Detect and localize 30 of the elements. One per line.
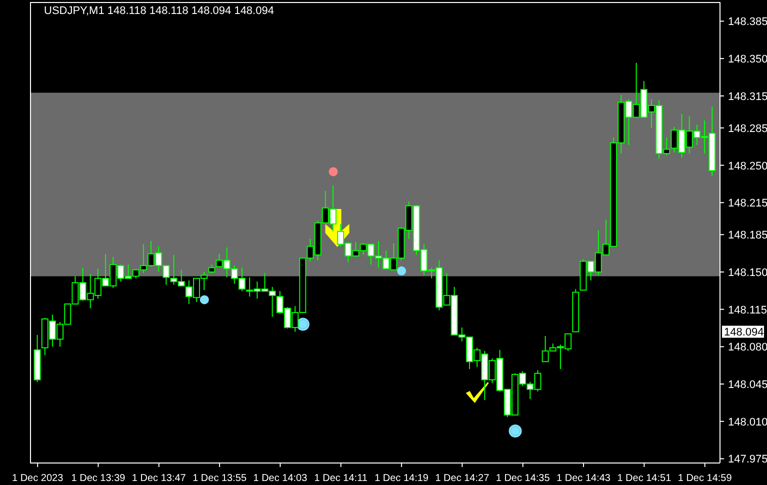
- x-tick-label: 1 Dec 14:19: [374, 473, 429, 484]
- text: 148.094: [724, 326, 764, 339]
- point: [200, 295, 209, 304]
- y-tick-label: 148.215: [728, 198, 767, 210]
- y-tick-label: 148.080: [728, 342, 767, 354]
- x-tick-label: 1 Dec 14:03: [253, 473, 308, 484]
- point: [328, 167, 338, 176]
- y-tick-label: 148.045: [728, 379, 767, 392]
- x-tick-label: 1 Dec 2023: [12, 473, 64, 484]
- y-tick-label: 148.315: [728, 90, 767, 103]
- y-tick-label: 147.975: [728, 454, 767, 466]
- y-tick-label: 148.010: [728, 416, 767, 428]
- x-tick-label: 1 Dec 13:47: [132, 473, 186, 484]
- x-tick-label: 1 Dec 14:11: [314, 473, 368, 484]
- x-tick-label: 1 Dec 14:43: [556, 473, 611, 484]
- x-tick-label: 1 Dec 13:55: [192, 473, 247, 484]
- y-tick-label: 148.150: [728, 266, 767, 279]
- chart-title: USDJPY,M1 148.118 148.118 148.094 148.094: [44, 5, 274, 17]
- y-tick-label: 148.185: [728, 230, 767, 242]
- x-tick-label: 1 Dec 14:59: [678, 473, 732, 484]
- y-tick-label: 148.250: [728, 160, 767, 172]
- x-tick-label: 1 Dec 13:39: [71, 473, 126, 484]
- x-tick-label: 1 Dec 14:35: [496, 473, 550, 484]
- y-tick-label: 148.350: [728, 54, 767, 66]
- x-tick-label: 1 Dec 14:27: [435, 473, 490, 484]
- y-tick-label: 148.285: [728, 122, 767, 135]
- x-tick-label: 1 Dec 14:51: [617, 473, 672, 484]
- y-tick-label: 148.385: [728, 16, 767, 28]
- point: [397, 266, 406, 276]
- y-tick-label: 148.115: [728, 304, 767, 316]
